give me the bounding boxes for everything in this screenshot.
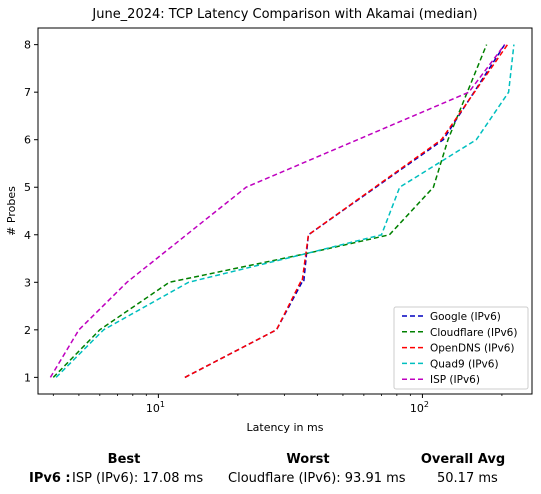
plot-frame [37, 27, 533, 395]
y-tick-label: 8 [24, 39, 31, 52]
overall-avg-header: Overall Avg [420, 452, 506, 467]
best-value: ISP (IPv6): 17.08 ms [72, 471, 204, 486]
legend-label: Google (IPv6) [430, 311, 501, 323]
x-tick-base: 10 [410, 402, 424, 415]
y-tick-label: 4 [24, 229, 31, 242]
legend: Google (IPv6) Cloudflare (IPv6) OpenDNS (I… [393, 306, 529, 390]
y-tick-label: 1 [24, 371, 31, 384]
x-tick-exponent: 2 [424, 400, 429, 409]
best-header: Best [107, 452, 141, 467]
x-tick-label: 101 [146, 400, 165, 415]
series-line-opendns-ipv6 [184, 44, 509, 379]
y-tick-label: 2 [24, 324, 31, 337]
y-tick-label: 6 [24, 134, 31, 147]
x-axis-label: Latency in ms [247, 421, 324, 434]
legend-label: ISP (IPv6) [430, 374, 480, 386]
legend-label: Quad9 (IPv6) [430, 358, 499, 370]
worst-header: Worst [286, 452, 330, 467]
x-tick-label: 102 [410, 400, 429, 415]
x-axis-ticks: 101 102 [52, 394, 503, 415]
y-tick-label: 3 [24, 276, 31, 289]
y-axis-ticks: 1 2 3 4 5 6 7 8 [24, 39, 38, 384]
series-line-cloudflare-ipv6 [52, 44, 488, 378]
legend-label: OpenDNS (IPv6) [430, 343, 515, 355]
series-line-google-ipv6 [184, 44, 506, 379]
worst-value: Cloudflare (IPv6): 93.91 ms [228, 471, 406, 486]
series-lines [49, 44, 515, 379]
x-tick-base: 10 [146, 402, 160, 415]
y-tick-label: 7 [24, 86, 31, 99]
y-tick-label: 5 [24, 181, 31, 194]
legend-label: Cloudflare (IPv6) [430, 327, 517, 339]
series-line-quad9-ipv6 [55, 44, 515, 378]
y-axis-label: # Probes [5, 186, 18, 236]
latency-chart: June_2024: TCP Latency Comparison with A… [5, 7, 533, 434]
legend-box [393, 306, 529, 390]
ipv6-row-label: IPv6 : [29, 471, 71, 486]
summary-footer: Best Worst Overall Avg IPv6 : ISP (IPv6)… [0, 450, 541, 494]
x-tick-exponent: 1 [160, 400, 165, 409]
overall-avg-value: 50.17 ms [437, 471, 498, 486]
chart-title: June_2024: TCP Latency Comparison with A… [91, 7, 477, 22]
